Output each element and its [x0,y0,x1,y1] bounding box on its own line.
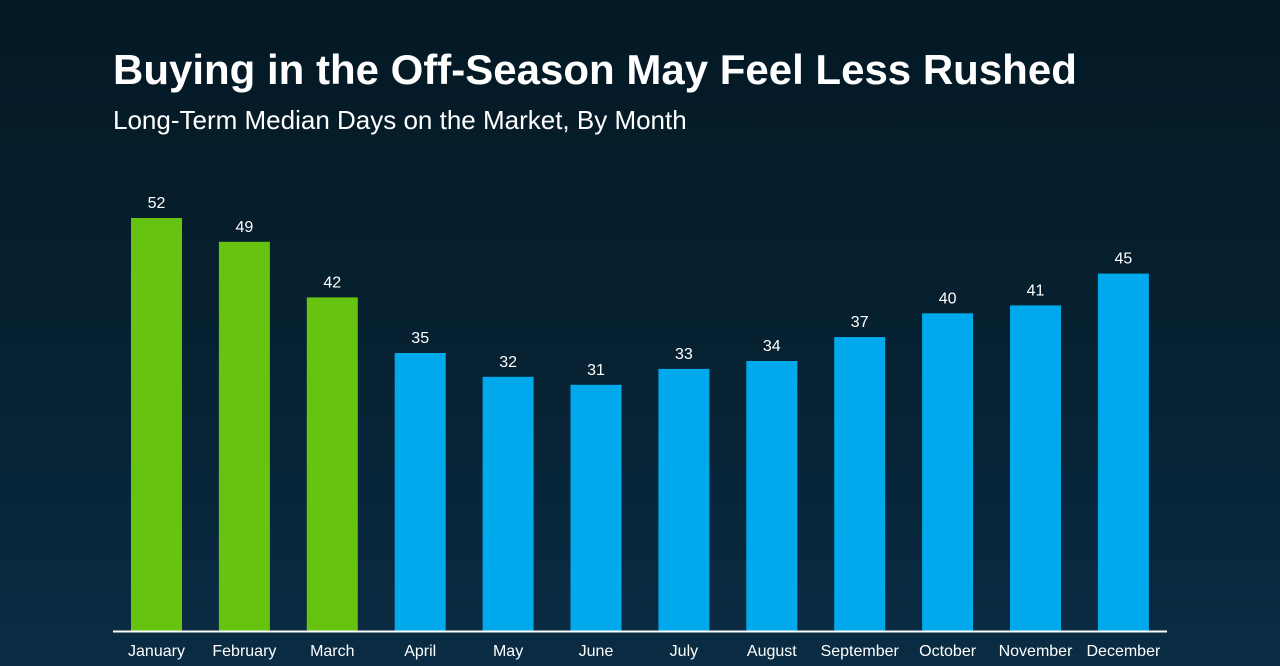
category-label-june: June [579,643,614,660]
category-label-february: February [212,643,276,660]
value-label-september: 37 [851,314,869,331]
value-label-july: 33 [675,346,693,363]
category-label-november: November [999,643,1073,660]
bar-january [131,218,182,631]
bar-september [834,337,886,631]
category-label-january: January [128,643,185,660]
bar-december [1097,273,1149,631]
value-labels-group: 52 49 42 35 32 31 33 34 37 40 41 45 [148,195,1133,379]
value-label-november: 41 [1027,282,1045,299]
bar-june [570,384,622,631]
value-label-june: 31 [587,362,605,379]
value-label-february: 49 [236,219,254,236]
category-label-april: April [404,643,436,660]
chart-title: Buying in the Off-Season May Feel Less R… [113,46,1077,93]
bar-may [482,376,534,631]
value-label-april: 35 [411,330,429,347]
value-label-march: 42 [323,274,341,291]
bar-february [218,241,270,632]
bar-march [306,297,358,631]
category-label-july: July [670,643,698,660]
bar-august [746,361,798,631]
category-label-august: August [747,643,797,660]
category-label-may: May [493,643,523,660]
bar-november [1010,305,1061,631]
bar-july [658,368,710,631]
value-label-october: 40 [939,290,957,307]
value-label-august: 34 [763,338,781,355]
category-labels-group: January February March April May June July Augu… [128,643,1161,660]
value-label-january: 52 [148,195,166,212]
value-label-december: 45 [1115,251,1133,268]
chart-subtitle: Long-Term Median Days on the Market, By … [113,105,687,135]
category-label-october: October [919,643,977,660]
value-label-may: 32 [499,354,517,371]
category-label-september: September [821,643,900,660]
bars-group [131,218,1149,632]
bar-october [922,313,974,631]
category-label-march: March [310,643,354,660]
category-label-december: December [1086,643,1160,660]
bar-april [394,353,446,631]
